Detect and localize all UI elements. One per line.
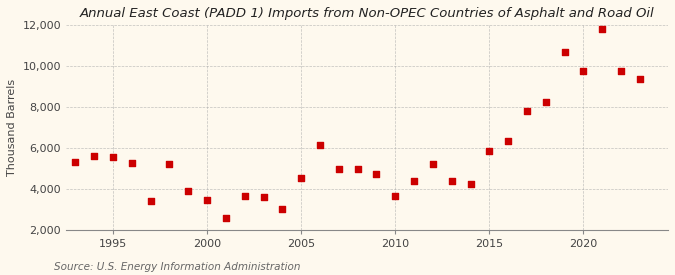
Point <box>145 199 156 203</box>
Point <box>296 175 306 180</box>
Point <box>597 27 608 32</box>
Point <box>634 77 645 82</box>
Text: Source: U.S. Energy Information Administration: Source: U.S. Energy Information Administ… <box>54 262 300 272</box>
Point <box>616 69 626 73</box>
Title: Annual East Coast (PADD 1) Imports from Non-OPEC Countries of Asphalt and Road O: Annual East Coast (PADD 1) Imports from … <box>80 7 654 20</box>
Point <box>408 178 419 183</box>
Point <box>240 194 250 198</box>
Point <box>484 149 495 153</box>
Point <box>503 139 514 143</box>
Point <box>126 161 137 166</box>
Point <box>183 189 194 193</box>
Point <box>390 194 401 198</box>
Point <box>202 198 213 202</box>
Point <box>427 162 438 167</box>
Point <box>89 154 100 158</box>
Point <box>221 216 232 220</box>
Point <box>352 167 363 172</box>
Point <box>277 207 288 211</box>
Point <box>371 171 382 176</box>
Point <box>315 143 325 147</box>
Point <box>164 162 175 167</box>
Point <box>70 160 81 164</box>
Point <box>541 100 551 104</box>
Point <box>107 155 118 160</box>
Point <box>578 69 589 73</box>
Point <box>465 182 476 186</box>
Point <box>446 178 457 183</box>
Y-axis label: Thousand Barrels: Thousand Barrels <box>7 79 17 176</box>
Point <box>333 167 344 172</box>
Point <box>559 50 570 54</box>
Point <box>258 195 269 199</box>
Point <box>522 109 533 113</box>
